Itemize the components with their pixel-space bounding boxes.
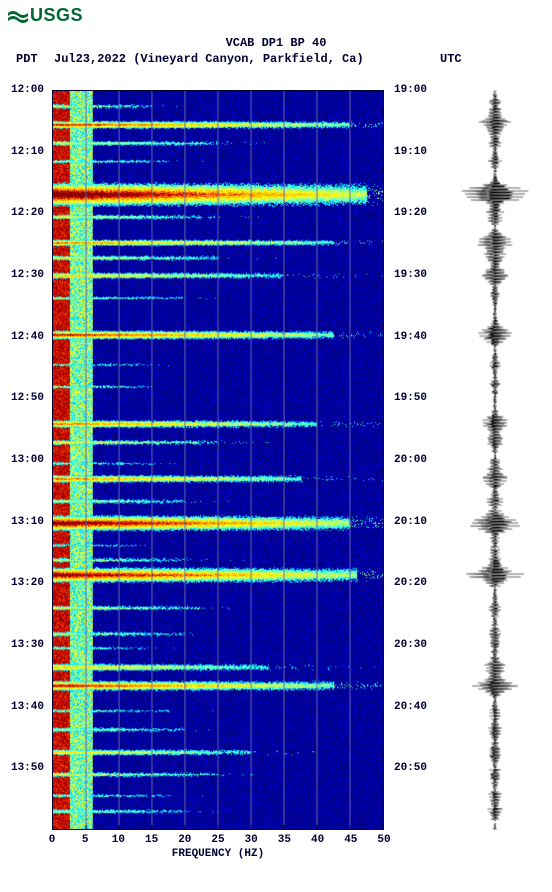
spectrogram-container xyxy=(52,90,384,830)
spectrogram-canvas xyxy=(52,90,384,830)
plot-area xyxy=(52,90,384,830)
y-axis-left-labels: 12:0012:1012:2012:3012:4012:5013:0013:10… xyxy=(0,90,48,830)
y-axis-right-labels: 19:0019:1019:2019:3019:4019:5020:0020:10… xyxy=(390,90,438,830)
seismogram-canvas xyxy=(445,90,545,830)
timezone-left: PDT xyxy=(16,52,38,66)
usgs-logo: USGS xyxy=(8,5,83,26)
usgs-logo-text: USGS xyxy=(30,5,83,26)
chart-date-location: Jul23,2022 (Vineyard Canyon, Parkfield, … xyxy=(54,52,364,66)
seismogram-container xyxy=(445,90,545,830)
x-axis-title: FREQUENCY (HZ) xyxy=(52,848,384,860)
timezone-right: UTC xyxy=(440,52,462,66)
usgs-wave-icon xyxy=(8,7,28,25)
chart-title: VCAB DP1 BP 40 xyxy=(0,36,552,50)
